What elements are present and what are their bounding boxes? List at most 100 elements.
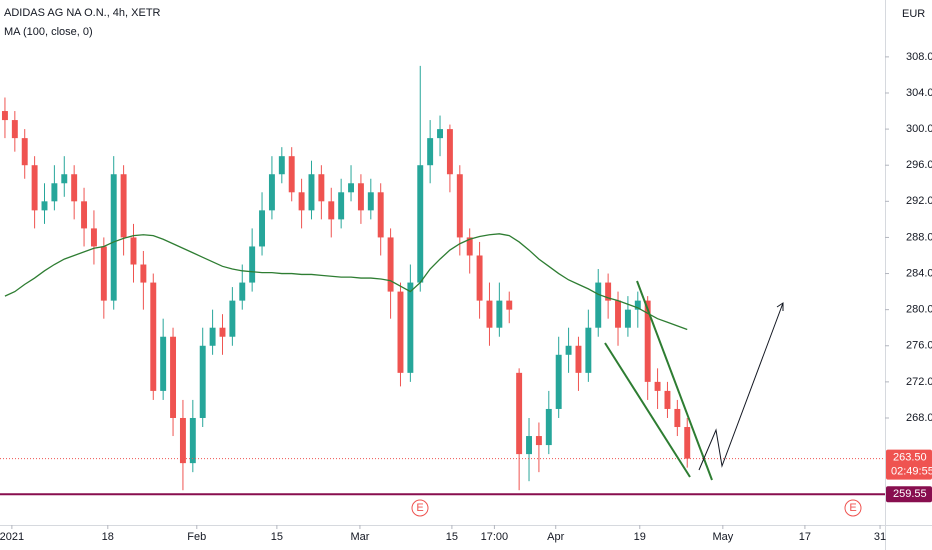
candle-body [51, 183, 58, 202]
candle-body [189, 417, 196, 464]
candle-body [61, 174, 68, 184]
candle-body [486, 300, 493, 328]
x-tick-label: 31 [874, 531, 886, 543]
candle-body [565, 345, 572, 355]
x-tick-label: Apr [547, 531, 564, 543]
countdown-label: 02:49:55 [891, 466, 932, 478]
x-tick-label: 17 [799, 531, 811, 543]
event-marker[interactable] [411, 499, 429, 517]
candle-body [160, 336, 167, 391]
candle-body [179, 417, 186, 464]
candle-body [634, 300, 641, 310]
candle-body [526, 436, 532, 455]
candle-body [506, 300, 513, 310]
candle-body [476, 255, 483, 301]
candle-body [555, 354, 562, 409]
y-tick-label: 272.00 [906, 376, 932, 388]
y-tick-label: 292.00 [906, 195, 932, 207]
candle-body [110, 174, 117, 301]
candle-body [259, 210, 266, 247]
candle-body [11, 120, 18, 139]
x-tick-label: 18 [102, 531, 114, 543]
x-tick-label: Feb [187, 531, 206, 543]
candle-body [21, 138, 28, 166]
event-marker[interactable] [844, 499, 862, 517]
y-tick-label: 280.00 [906, 304, 932, 316]
candle-body [407, 282, 414, 373]
event-label[interactable]: E [416, 502, 423, 514]
candle-body [41, 201, 48, 211]
candle-body [684, 427, 691, 459]
candle-body [427, 138, 434, 166]
y-tick-label: 268.00 [906, 412, 932, 424]
candle-body [150, 282, 157, 391]
candle-body [466, 237, 473, 256]
candle-body [268, 174, 275, 211]
candle-body [615, 300, 621, 328]
y-tick-label: 288.00 [906, 231, 932, 243]
candle-body [278, 156, 285, 175]
projection-path [698, 302, 784, 471]
candle-body [100, 246, 107, 301]
candle-body [417, 165, 424, 283]
price-tag-label: 263.50 [893, 452, 927, 464]
candle-body [71, 174, 78, 202]
candle-body [298, 192, 305, 211]
support-tag [886, 486, 932, 503]
indicator-label: MA (100, close, 0) [4, 26, 93, 38]
event-label[interactable]: E [849, 502, 856, 514]
candle-body [357, 183, 364, 211]
candle-body [31, 165, 38, 211]
candle-body [387, 237, 394, 292]
candle-body [120, 174, 127, 238]
currency: EUR [902, 8, 925, 20]
candle-body [367, 192, 374, 211]
candle-body [328, 201, 335, 220]
chart-title: ADIDAS AG NA O.N., 4h, XETR [4, 7, 161, 19]
candle-body [644, 300, 651, 382]
marks [0, 65, 885, 496]
candle-body [397, 291, 404, 373]
candle-body [1, 111, 8, 121]
support-tag-label: 259.55 [893, 488, 927, 500]
x-tick-label: 15 [271, 531, 283, 543]
y-tick-label: 308.00 [906, 51, 932, 63]
candle-body [209, 327, 216, 346]
candle-body [308, 174, 315, 211]
x-tick-label: 19 [634, 531, 646, 543]
candle-body [140, 264, 147, 283]
candle-body [130, 237, 137, 265]
y-tick-label: 296.00 [906, 159, 932, 171]
candle-body [664, 390, 671, 409]
x-tick-label: 2021 [0, 531, 24, 543]
candle-body [338, 192, 345, 220]
trend-line [636, 280, 713, 481]
y-tick-label: 300.00 [906, 123, 932, 135]
x-tick-label: 17:00 [481, 531, 509, 543]
arrow-head [776, 302, 784, 311]
candle-body [229, 300, 236, 337]
candle-body [654, 381, 661, 391]
candle-body [575, 345, 582, 373]
candle-body [249, 246, 256, 283]
candle-body [545, 408, 552, 446]
candle-body [219, 327, 226, 337]
candle-body [535, 436, 542, 446]
candle-body [199, 345, 206, 418]
candle-body [288, 156, 295, 193]
x-tick-label: Mar [350, 531, 369, 543]
y-tick-label: 284.00 [906, 267, 932, 279]
price-tag [886, 449, 932, 480]
candle-body [516, 372, 523, 455]
candle-body [81, 201, 88, 229]
candle-body [605, 282, 612, 301]
candle-body [595, 282, 602, 328]
candle-body [446, 129, 453, 175]
candle-body [496, 300, 503, 328]
moving-average [4, 233, 688, 331]
candle-body [624, 309, 631, 328]
candle-body [318, 174, 325, 202]
